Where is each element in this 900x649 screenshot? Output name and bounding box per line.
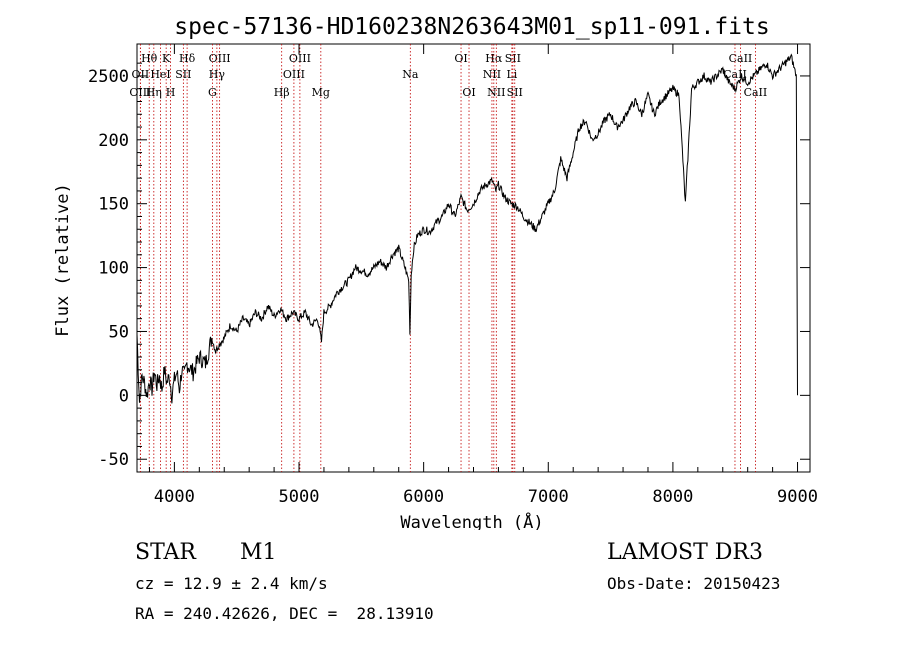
marker-label: SII	[507, 86, 523, 99]
x-tick-label: 6000	[403, 487, 444, 507]
marker-label: CaII	[744, 86, 768, 99]
marker-label: Na	[402, 68, 419, 81]
y-tick-label: 50	[109, 322, 129, 342]
marker-label: Hβ	[274, 86, 290, 99]
plot-frame	[136, 43, 811, 473]
marker-label: Hθ	[141, 52, 158, 65]
x-tick-label: 9000	[777, 487, 818, 507]
y-tick-label: 200	[98, 131, 129, 151]
marker-label: Hγ	[209, 68, 226, 81]
marker-label: Hδ	[179, 52, 196, 65]
y-tick-label: -50	[98, 450, 129, 470]
y-tick-label: 0	[119, 386, 129, 406]
line-markers: Hθ OII OIII HeI K Hη H SII Hδ OIII Hγ G Hβ OIII OIII Mg…	[129, 44, 767, 472]
marker-label: NII	[487, 86, 505, 99]
marker-label: K	[162, 52, 171, 65]
marker-label: CaII	[729, 52, 753, 65]
marker-label: NII	[483, 68, 501, 81]
marker-label: OIII	[209, 52, 231, 65]
marker-label: OIII	[289, 52, 311, 65]
marker-label: Hη	[146, 86, 162, 99]
marker-label: Hα	[485, 52, 503, 65]
marker-label: OIII	[283, 68, 305, 81]
redshift-velocity: cz = 12.9 ± 2.4 km/s	[135, 574, 328, 593]
x-axis-ticks: 4000 5000 6000 7000 8000 9000	[148, 44, 818, 507]
marker-label: HeI	[150, 68, 170, 81]
marker-label: SII	[175, 68, 191, 81]
x-axis-label: Wavelength (Å)	[400, 511, 543, 530]
marker-label: OII	[132, 68, 150, 81]
y-tick-label: 100	[98, 259, 129, 279]
coordinates: RA = 240.42626, DEC = 28.13910	[135, 604, 434, 623]
y-axis-ticks: -50 0 50 100 150 200 2500	[88, 62, 810, 470]
marker-label: SII	[505, 52, 521, 65]
marker-label: OIII	[129, 86, 151, 99]
y-tick-label: 2500	[88, 67, 129, 87]
chart-title: spec-57136-HD160238N263643M01_sp11-091.f…	[174, 14, 769, 40]
x-tick-label: 5000	[279, 487, 320, 507]
survey-name: LAMOST DR3	[607, 540, 763, 565]
object-subclass: M1	[240, 540, 277, 565]
flux-series-line	[136, 53, 798, 404]
marker-label: OI	[462, 86, 475, 99]
marker-label: G	[208, 86, 217, 99]
y-axis-label: Flux (relative)	[53, 183, 73, 337]
marker-label: Li	[506, 68, 517, 81]
object-class: STAR	[135, 540, 196, 565]
x-tick-label: 8000	[652, 487, 693, 507]
x-tick-label: 7000	[528, 487, 569, 507]
y-tick-label: 150	[98, 195, 129, 215]
marker-label: H	[166, 86, 176, 99]
x-tick-label: 4000	[154, 487, 195, 507]
marker-label: Mg	[312, 86, 330, 99]
marker-label: OI	[454, 52, 467, 65]
observation-date: Obs-Date: 20150423	[607, 574, 781, 593]
spectrum-chart: spec-57136-HD160238N263643M01_sp11-091.f…	[53, 14, 818, 530]
